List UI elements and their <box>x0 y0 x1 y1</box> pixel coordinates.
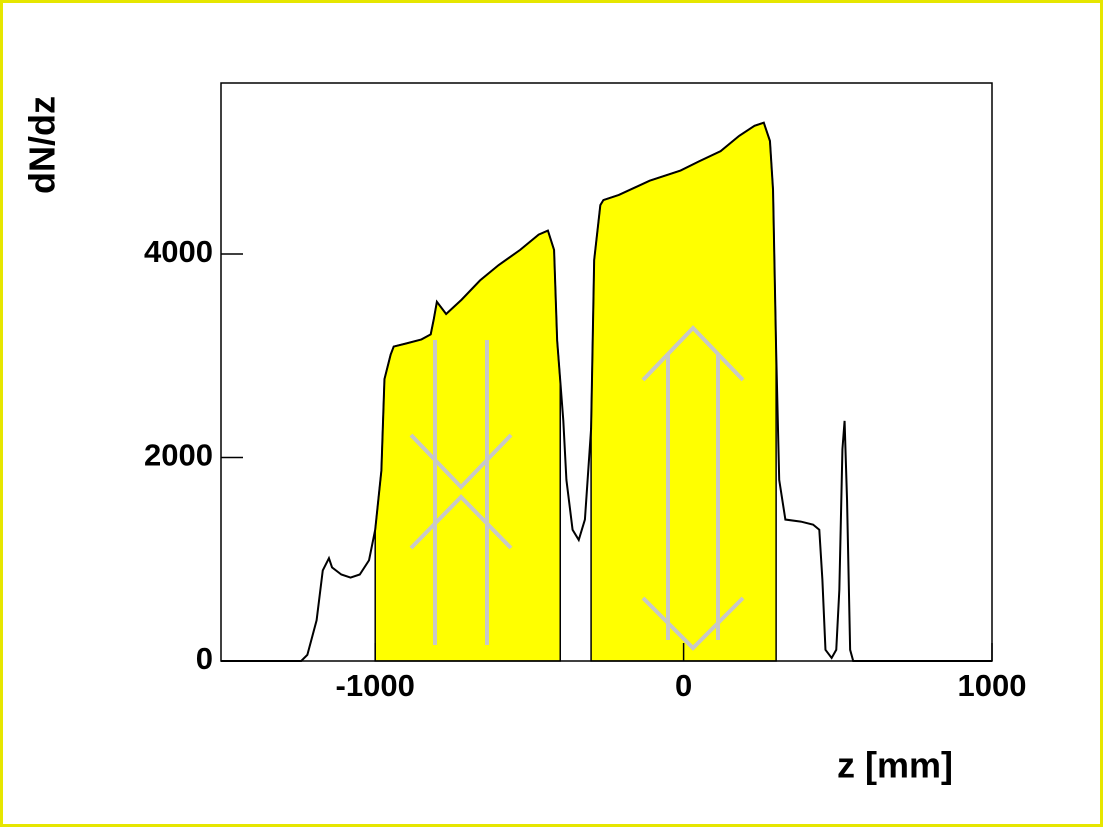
histogram-line <box>221 121 992 662</box>
y-tick-label: 4000 <box>144 234 213 269</box>
x-tick-label: 0 <box>675 668 692 703</box>
arrow-head <box>409 494 513 550</box>
arrow-head <box>409 433 513 490</box>
filled-range <box>590 121 777 662</box>
y-axis-label: dN/dz <box>22 96 63 194</box>
x-axis-label: z [mm] <box>837 745 953 786</box>
arrow-head <box>641 325 745 382</box>
filled-range <box>374 229 561 662</box>
x-tick-label: 1000 <box>958 668 1027 703</box>
x-tick-label: -1000 <box>336 668 415 703</box>
plot-frame <box>220 82 993 662</box>
y-tick-label: 0 <box>196 641 213 676</box>
y-tick-label: 2000 <box>144 438 213 473</box>
arrows <box>409 325 745 651</box>
plot-area: 0 2000 4000 -1000 0 1000 <box>144 82 1027 703</box>
arrow-head <box>641 596 745 651</box>
